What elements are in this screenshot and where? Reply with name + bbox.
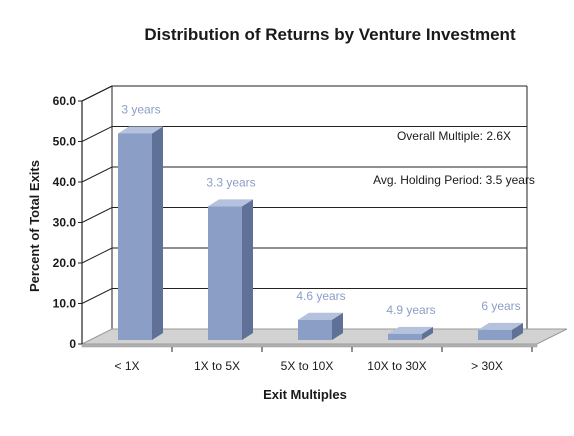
bar-front <box>478 329 512 340</box>
gridline <box>81 247 527 264</box>
bar <box>118 126 163 340</box>
y-axis-top <box>81 85 113 102</box>
gridline <box>81 166 527 183</box>
chart-title: Distribution of Returns by Venture Inves… <box>144 25 516 44</box>
gridline <box>81 207 527 223</box>
bar-side <box>242 199 253 340</box>
x-tick-label: < 1X <box>114 359 139 373</box>
bar-top <box>208 199 253 207</box>
floor-edge <box>81 343 538 348</box>
axes: 0 10.0 20.0 30.0 40.0 50.0 60.0 < 1X 1X to 5X 5X … <box>53 85 533 373</box>
annotation-holding-period: Avg. Holding Period: 3.5 years <box>373 173 535 187</box>
y-tick-label: 40.0 <box>53 175 77 189</box>
bar-front <box>388 333 422 340</box>
annotation-overall-multiple: Overall Multiple: 2.6X <box>397 129 511 143</box>
y-tick-label: 0 <box>69 337 76 351</box>
x-tick-label: 10X to 30X <box>367 359 426 373</box>
data-labels: 3 years 3.3 years 4.6 years 4.9 years 6 year… <box>121 102 520 316</box>
bar <box>478 322 523 340</box>
y-tick-label: 60.0 <box>53 94 77 108</box>
y-tick-label: 30.0 <box>53 216 77 230</box>
data-label: 6 years <box>481 299 520 313</box>
x-axis-label: Exit Multiples <box>263 387 347 402</box>
bar-side <box>152 126 163 340</box>
x-tick-label: > 30X <box>471 359 503 373</box>
y-axis-label: Percent of Total Exits <box>27 160 42 292</box>
y-tick-label: 20.0 <box>53 256 77 270</box>
bar-side <box>512 322 523 340</box>
bar-top <box>478 322 523 330</box>
x-tick-label: 5X to 10X <box>281 359 334 373</box>
bar-front <box>208 206 242 340</box>
data-label: 3 years <box>121 102 160 116</box>
bars <box>118 126 523 340</box>
data-label: 4.6 years <box>296 289 345 303</box>
bar-top <box>118 126 163 134</box>
bar-top <box>388 326 433 334</box>
data-label: 3.3 years <box>206 175 255 189</box>
bar-front <box>118 133 152 340</box>
bar-front <box>298 319 332 340</box>
y-tick-label: 50.0 <box>53 135 77 149</box>
x-tick-label: 1X to 5X <box>194 359 240 373</box>
bar <box>298 312 343 340</box>
y-tick-label: 10.0 <box>53 297 77 311</box>
bar <box>388 326 433 340</box>
gridline <box>81 85 527 102</box>
gridline <box>81 288 527 304</box>
data-label: 4.9 years <box>386 303 435 317</box>
gridline <box>81 126 527 142</box>
bar-side <box>332 312 343 340</box>
bar-side <box>422 326 433 340</box>
bar <box>208 199 253 340</box>
bar-top <box>298 312 343 320</box>
